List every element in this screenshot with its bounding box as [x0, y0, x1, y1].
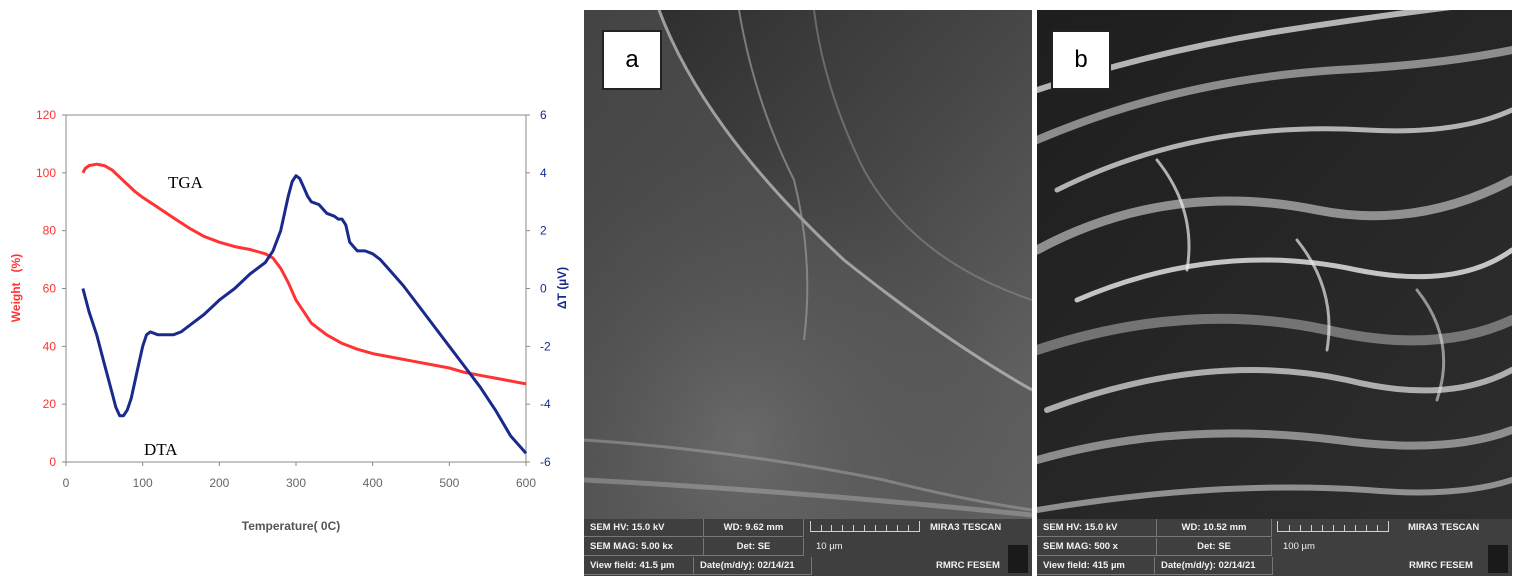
sem-field-a: View field: 41.5 µm [584, 557, 694, 575]
sem-wd-b: WD: 10.52 mm [1157, 519, 1272, 537]
sem-date-b: Date(m/d/y): 02/14/21 [1155, 557, 1273, 575]
sem-lab-a: RMRC FESEM [936, 560, 1000, 571]
y-axis-label: Weight (%) [9, 254, 23, 322]
sem-mag-b: SEM MAG: 500 x [1037, 538, 1157, 556]
sem-wd-a: WD: 9.62 mm [704, 519, 804, 537]
tescan-logo-a [1008, 545, 1028, 573]
panel-label-a: a [602, 30, 662, 90]
y2-ticks: -6 -4 -2 0 2 4 6 [526, 108, 551, 469]
y2-tick-label: -2 [540, 339, 551, 353]
sem-hv-b: SEM HV: 15.0 kV [1037, 519, 1157, 537]
sem-image-a: a SEM HV: 15.0 kV WD: 9.62 mm SEM MAG: 5… [584, 10, 1032, 576]
x-ticks: 0 100 200 300 400 500 600 [63, 462, 536, 490]
y-tick-label: 100 [36, 166, 56, 180]
sem-image-b: b SEM HV: 15.0 kV WD: 10.52 mm SEM MAG: … [1037, 10, 1512, 576]
tescan-logo-b [1488, 545, 1508, 573]
series-line-dta [81, 174, 528, 455]
plot-frame [65, 114, 527, 463]
x-tick-label: 600 [516, 476, 536, 490]
x-tick-label: 400 [363, 476, 383, 490]
x-tick-label: 100 [133, 476, 153, 490]
sem-lab-b: RMRC FESEM [1409, 560, 1473, 571]
scale-bar-b [1277, 521, 1389, 532]
y2-tick-label: -6 [540, 455, 551, 469]
y-tick-label: 40 [43, 339, 57, 353]
sem-mag-a: SEM MAG: 5.00 kx [584, 538, 704, 556]
panel-label-b: b [1051, 30, 1111, 90]
sem-hv-a: SEM HV: 15.0 kV [584, 519, 704, 537]
y-tick-label: 20 [43, 397, 57, 411]
sem-micrograph-a [584, 10, 1032, 519]
y2-tick-label: 6 [540, 108, 547, 122]
x-tick-label: 300 [286, 476, 306, 490]
sem-date-a: Date(m/d/y): 02/14/21 [694, 557, 812, 575]
y2-axis-label: ΔT (µV) [555, 267, 569, 309]
scale-label-b: 100 µm [1283, 541, 1315, 552]
annotation-tga: TGA [168, 173, 204, 192]
series-layer [81, 162, 528, 455]
y2-tick-label: -4 [540, 397, 551, 411]
sem-info-bar-a: SEM HV: 15.0 kV WD: 9.62 mm SEM MAG: 5.0… [584, 519, 1032, 576]
y2-tick-label: 2 [540, 224, 547, 238]
sem-info-bar-b: SEM HV: 15.0 kV WD: 10.52 mm SEM MAG: 50… [1037, 519, 1512, 576]
y-tick-label: 0 [49, 455, 56, 469]
x-tick-label: 500 [439, 476, 459, 490]
series-line-tga [81, 162, 527, 386]
sem-brand-b: MIRA3 TESCAN [1408, 522, 1480, 533]
y-tick-label: 60 [43, 282, 57, 296]
y-ticks: 0 20 40 60 80 100 120 [36, 108, 66, 469]
sem-det-b: Det: SE [1157, 538, 1272, 556]
x-tick-label: 0 [63, 476, 70, 490]
scale-label-a: 10 µm [816, 541, 843, 552]
y2-tick-label: 4 [540, 166, 547, 180]
scale-bar-a [810, 521, 920, 532]
y-tick-label: 80 [43, 224, 57, 238]
x-axis-label: Temperature( 0C) [242, 519, 340, 533]
sem-field-b: View field: 415 µm [1037, 557, 1155, 575]
tga-dta-chart: 0 100 200 300 400 500 600 0 20 40 60 80 100 120 -6 -4… [0, 0, 580, 579]
annotation-dta: DTA [144, 440, 178, 459]
y-tick-label: 120 [36, 108, 56, 122]
y2-tick-label: 0 [540, 282, 547, 296]
sem-det-a: Det: SE [704, 538, 804, 556]
sem-micrograph-b [1037, 10, 1512, 519]
x-tick-label: 200 [209, 476, 229, 490]
sem-brand-a: MIRA3 TESCAN [930, 522, 1002, 533]
